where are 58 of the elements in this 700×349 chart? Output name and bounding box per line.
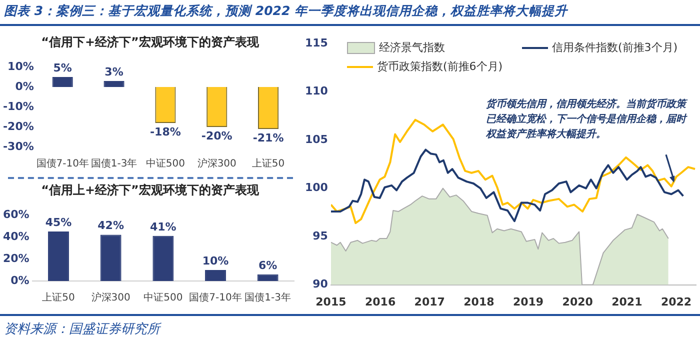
x-tick-label: 2022 [660,295,692,308]
y-tick-label: 40% [2,230,30,243]
data-label: 3% [104,65,124,78]
chart-title: “信用上+经济下”宏观环境下的资产表现 [40,182,260,199]
x-tick-label: 上证50 [42,292,75,304]
y-tick-label: -20% [2,120,34,133]
bar [257,274,278,281]
x-tick-label: 2021 [612,295,642,308]
y-tick-label: 100 [304,181,328,194]
x-tick-label: 沪深300 [91,292,130,304]
bar [100,234,122,281]
y-tick-label: -10% [2,100,34,113]
bar [104,81,124,87]
data-label: 5% [53,61,72,74]
x-tick-label: 中证500 [146,158,185,170]
y-tick-label: 10% [8,60,34,73]
x-tick-label: 2020 [562,295,594,308]
y-tick-label: 0% [10,274,30,287]
x-tick-label: 2018 [464,295,494,308]
bar [48,232,69,281]
annotation: 货币领先信用，信用领先经济。当前货币政策已经确立宽松，下一个信号是信用企稳，届时权益资产胜率将大幅提升。 [485,98,688,140]
x-tick-label: 2016 [364,295,396,308]
data-label: 41% [150,220,176,234]
x-tick-label: 国债1-3年 [244,292,292,304]
data-label: 10% [202,254,229,268]
y-tick-label: 95 [312,229,328,242]
y-tick-label: 115 [304,36,328,50]
x-tick-label: 2017 [414,295,445,308]
data-label: 42% [98,219,124,232]
bar [52,77,73,87]
bar [152,236,174,281]
data-label: -20% [201,129,232,142]
y-tick-label: 0% [15,80,34,93]
x-tick-label: 2019 [512,295,544,308]
legend-label: 货币政策指数(前推6个月) [377,59,503,74]
x-tick-label: 国债7-10年 [36,158,89,170]
x-tick-label: 国债7-10年 [189,292,242,304]
y-tick-label: 20% [2,252,30,265]
chart-title: “信用下+经济下”宏观环境下的资产表现 [40,34,260,51]
data-label: 6% [258,258,278,272]
text: 图表 3：案例三：基于宏观量化系统，预测 2022 年一季度将出现信用企稳，权益胜率将大幅提升 [4,3,568,18]
data-label: -18% [150,125,181,138]
y-tick-label: 90 [312,278,328,291]
text: 资料来源：国盛证券研究所 [4,322,160,337]
data-label: 45% [45,216,72,229]
x-tick-label: 沪深300 [197,158,236,170]
legend-label: 信用条件指数(前推3个月) [552,40,678,55]
bar [205,270,226,281]
legend-label: 经济景气指数 [379,40,445,55]
y-tick-label: -30% [2,140,34,153]
data-label: -21% [252,131,284,144]
y-tick-label: 60% [2,208,30,221]
x-tick-label: 2015 [316,295,346,308]
x-tick-label: 中证500 [144,292,183,304]
x-tick-label: 国债1-3年 [90,158,138,170]
x-tick-label: 上证50 [252,158,285,170]
y-tick-label: 105 [304,132,328,146]
y-tick-label: 110 [304,84,328,98]
